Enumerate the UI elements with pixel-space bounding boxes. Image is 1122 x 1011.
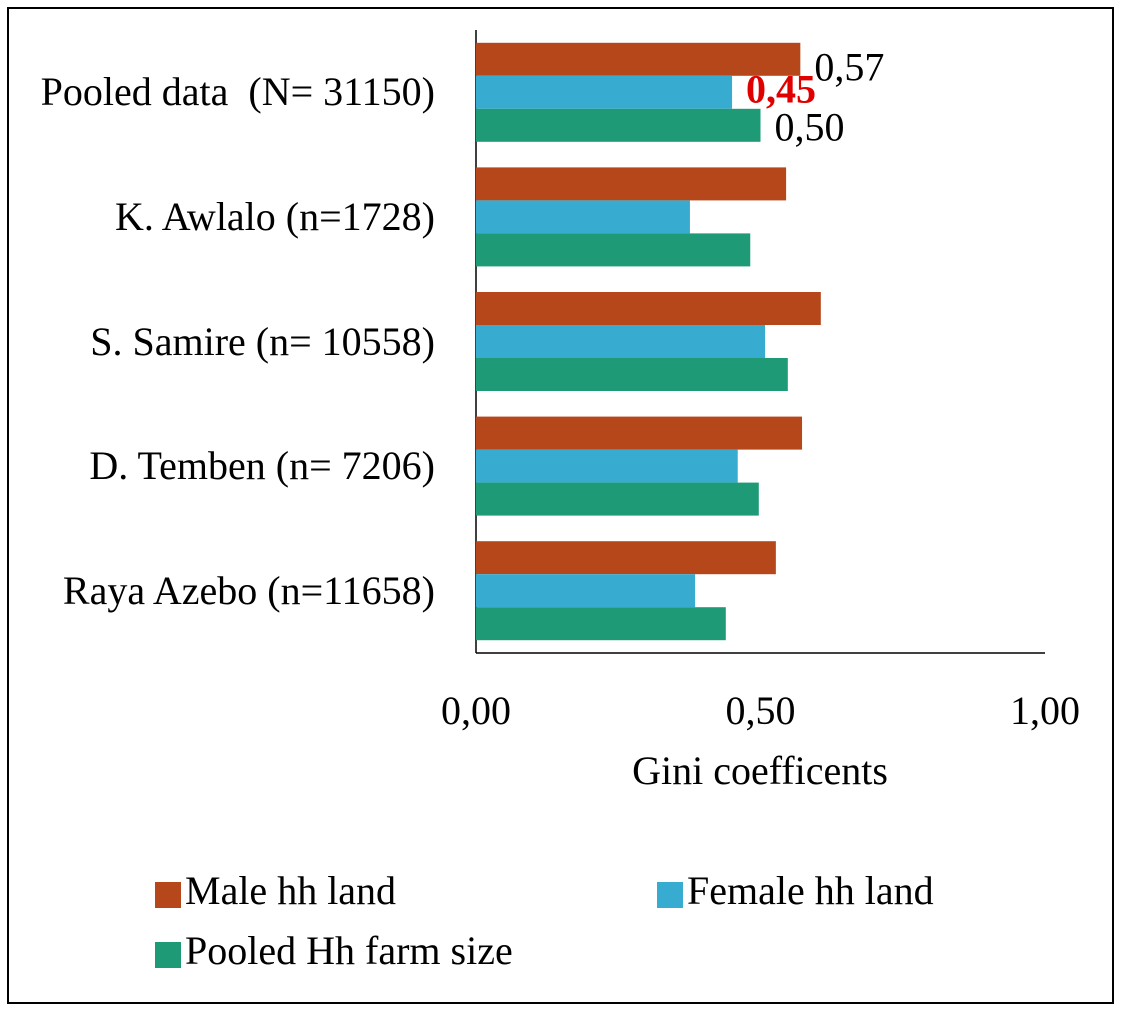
legend-label: Female hh land	[687, 868, 934, 913]
y-tick-label: K. Awlalo (n=1728)	[115, 193, 435, 239]
bar	[476, 607, 726, 641]
bar	[476, 482, 759, 516]
bar	[476, 42, 801, 76]
x-axis-title: Gini coefficents	[632, 748, 888, 793]
bar	[476, 416, 803, 450]
legend-swatch	[155, 942, 181, 968]
legend-swatch	[657, 882, 683, 908]
y-tick-label: Pooled data (N= 31150)	[40, 69, 435, 115]
bar	[476, 167, 787, 201]
data-label: 0,50	[775, 104, 845, 149]
legend-label: Male hh land	[185, 868, 396, 913]
bar	[476, 233, 751, 267]
x-tick-label: 1,00	[1010, 688, 1080, 733]
legend-label: Pooled Hh farm size	[185, 928, 513, 973]
bar	[476, 325, 766, 358]
bar	[476, 75, 733, 109]
bar	[476, 358, 788, 391]
data-label: 0,45	[746, 66, 816, 111]
x-tick-label: 0,50	[726, 688, 796, 733]
y-tick-label: S. Samire (n= 10558)	[90, 318, 435, 364]
data-label: 0,57	[814, 44, 884, 89]
x-tick-label: 0,00	[441, 688, 511, 733]
bar	[476, 108, 761, 142]
bar	[476, 449, 738, 483]
bar	[476, 574, 696, 608]
bar	[476, 541, 776, 575]
legend-swatch	[155, 882, 181, 908]
y-tick-label: Raya Azebo (n=11658)	[62, 567, 435, 613]
y-tick-label: D. Temben (n= 7206)	[89, 443, 435, 489]
bar	[476, 292, 821, 325]
bar	[476, 200, 690, 234]
